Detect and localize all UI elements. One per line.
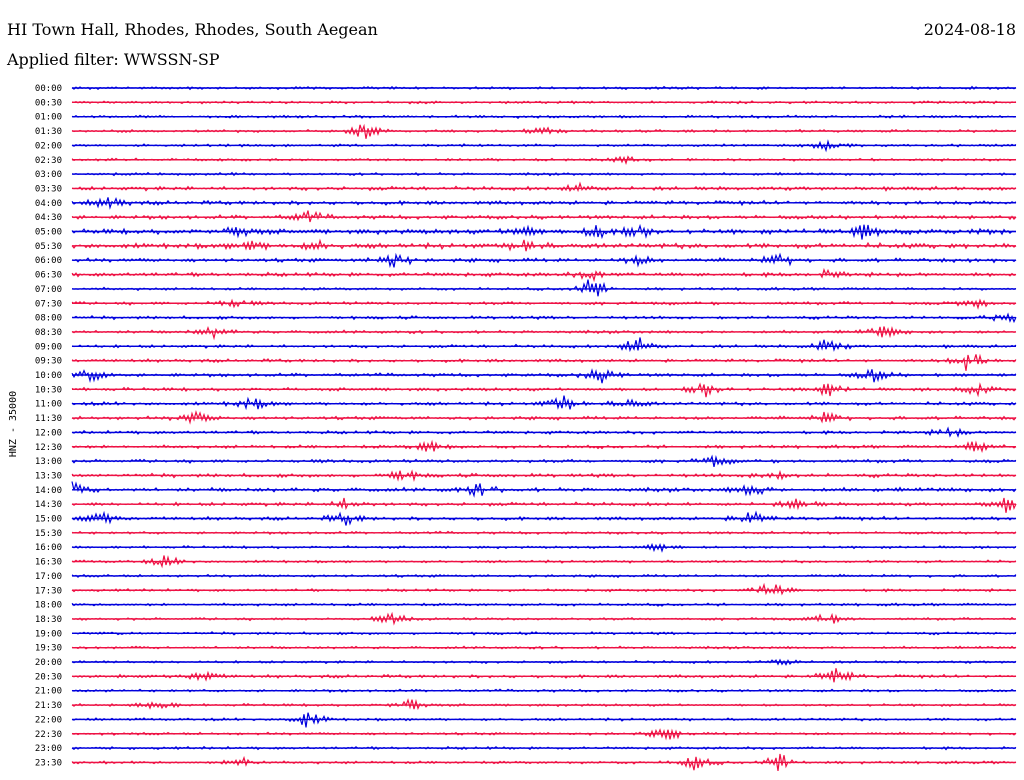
trace-line <box>71 582 1017 596</box>
row-time-label: 20:30 <box>35 672 62 682</box>
row-time-label: 10:30 <box>35 385 62 395</box>
trace-line <box>71 728 1017 741</box>
row-time-label: 23:00 <box>35 744 62 754</box>
row-time-label: 09:30 <box>35 357 62 367</box>
row-time-label: 03:00 <box>35 170 62 180</box>
trace-line <box>71 668 1017 683</box>
row-time-label: 01:00 <box>35 113 62 123</box>
row-time-label: 14:00 <box>35 486 62 496</box>
trace-line <box>71 368 1017 384</box>
row-time-label: 01:30 <box>35 127 62 137</box>
row-time-label: 00:30 <box>35 98 62 108</box>
row-time-label: 17:00 <box>35 572 62 582</box>
trace-line <box>71 252 1017 268</box>
row-time-label: 19:00 <box>35 629 62 639</box>
trace-line <box>71 298 1017 310</box>
row-time-label: 07:00 <box>35 285 62 295</box>
trace-line <box>71 395 1017 411</box>
row-time-label: 04:30 <box>35 213 62 223</box>
row-time-label: 06:00 <box>35 256 62 266</box>
plot-date: 2024-08-18 <box>923 20 1016 39</box>
row-time-label: 13:30 <box>35 471 62 481</box>
trace-line <box>71 279 1017 297</box>
row-time-label: 05:30 <box>35 242 62 252</box>
row-time-label: 17:30 <box>35 586 62 596</box>
row-time-label: 23:30 <box>35 758 62 768</box>
row-time-label: 08:30 <box>35 328 62 338</box>
row-time-label: 04:00 <box>35 199 62 209</box>
row-time-label: 11:30 <box>35 414 62 424</box>
row-time-label: 18:00 <box>35 601 62 611</box>
filter-label: Applied filter: WWSSN-SP <box>7 50 220 69</box>
row-time-label: 16:30 <box>35 558 62 568</box>
row-time-label: 07:30 <box>35 299 62 309</box>
trace-line <box>71 497 1017 513</box>
row-time-label: 14:30 <box>35 500 62 510</box>
trace-line <box>71 123 1017 139</box>
row-time-label: 21:00 <box>35 687 62 697</box>
trace-line <box>71 181 1017 193</box>
row-time-label: 05:00 <box>35 228 62 238</box>
row-time-label: 20:00 <box>35 658 62 668</box>
row-time-label: 02:30 <box>35 156 62 166</box>
row-time-label: 12:00 <box>35 428 62 438</box>
row-time-label: 03:30 <box>35 184 62 194</box>
y-axis-label: HNZ - 35000 <box>8 391 19 457</box>
row-time-label: 02:00 <box>35 141 62 151</box>
row-time-label: 00:00 <box>35 84 62 94</box>
trace-line <box>71 337 1017 353</box>
row-time-label: 22:00 <box>35 715 62 725</box>
row-time-label: 06:30 <box>35 271 62 281</box>
row-time-label: 22:30 <box>35 730 62 740</box>
row-time-label: 09:00 <box>35 342 62 352</box>
row-time-label: 13:00 <box>35 457 62 467</box>
row-time-label: 15:30 <box>35 529 62 539</box>
row-time-label: 15:00 <box>35 515 62 525</box>
row-time-label: 10:00 <box>35 371 62 381</box>
row-time-label: 21:30 <box>35 701 62 711</box>
row-time-label: 12:30 <box>35 443 62 453</box>
trace-line <box>71 210 1017 223</box>
row-time-label: 11:00 <box>35 400 62 410</box>
trace-line <box>71 409 1017 425</box>
row-time-label: 19:30 <box>35 644 62 654</box>
trace-line <box>71 382 1017 398</box>
row-time-label: 18:30 <box>35 615 62 625</box>
row-time-label: 08:00 <box>35 314 62 324</box>
trace-line <box>71 481 1017 498</box>
trace-line <box>71 353 1017 371</box>
trace-rows: 00:00 00:30 01:00 01:30 02:00 02:30 03:00 03:30… <box>35 84 1017 771</box>
station-title: HI Town Hall, Rhodes, Rhodes, South Aege… <box>7 20 378 39</box>
row-time-label: 16:00 <box>35 543 62 553</box>
